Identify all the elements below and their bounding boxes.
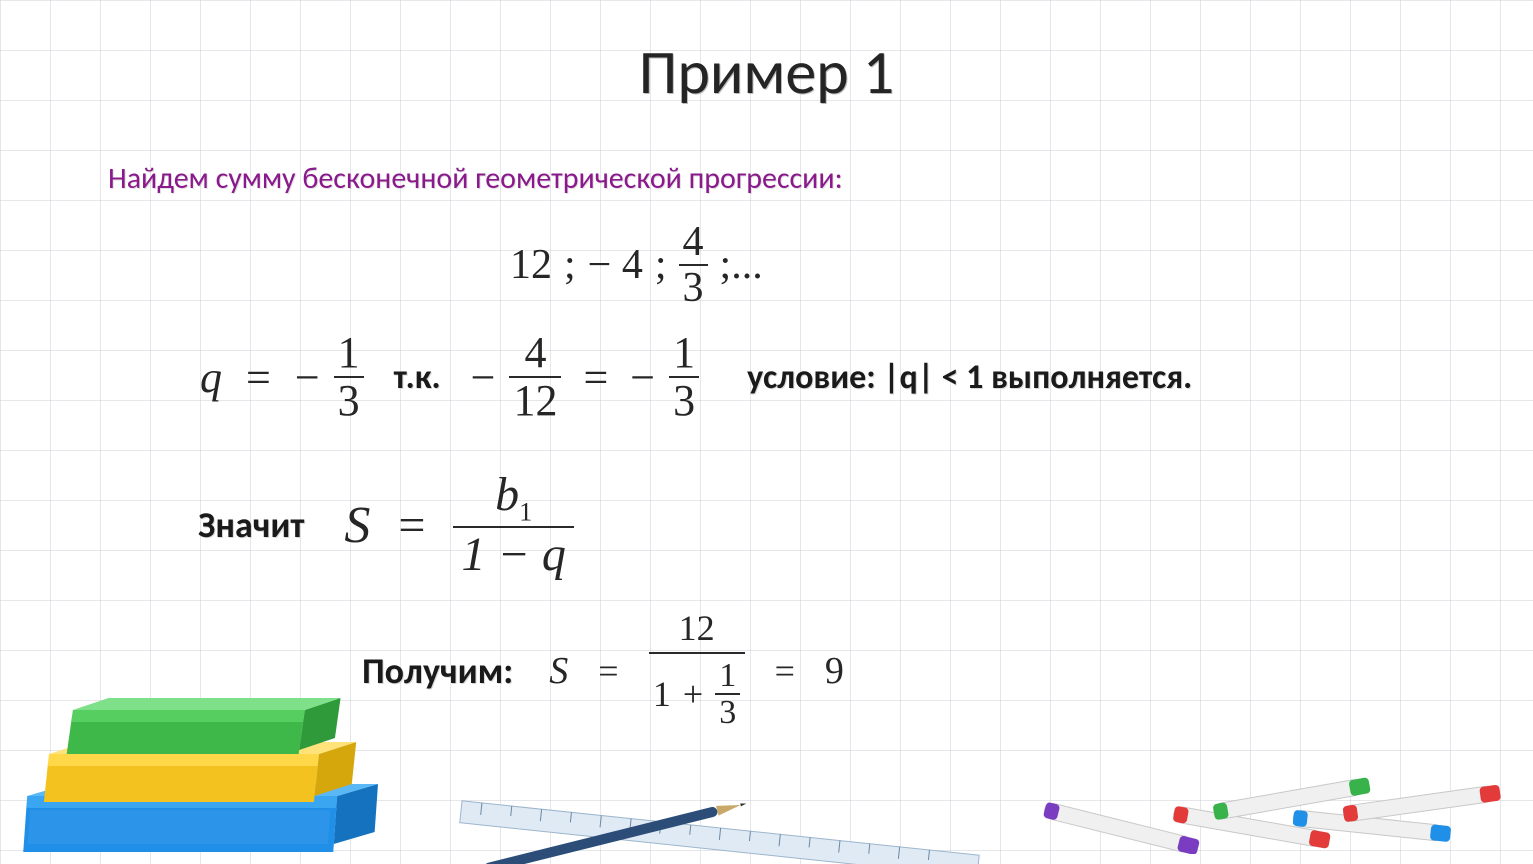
calc-frac1-den: 12 [509,376,561,424]
q-minus: − [295,352,320,403]
S-eq: = [398,498,425,553]
slide-root: Пример 1 Найдем сумму бесконечной геомет… [0,0,1533,864]
ruler-pen-icon [420,784,1040,864]
q-frac-den: 3 [334,376,364,424]
res-bigfrac: 12 1 + 1 3 [649,610,745,731]
S-symbol: S [344,496,370,555]
result-row: Получим: S = 12 1 + 1 3 = 9 [362,610,844,731]
seq-sep1: ; [564,241,576,289]
calc-frac2: 1 3 [669,330,699,424]
calc-frac1: 4 12 [509,330,561,424]
q-eq: = [246,352,271,403]
seq-sep2: ; [655,241,667,289]
calc-frac1-num: 4 [509,330,561,376]
q-row: q = − 1 3 т.к. − 4 12 = − 1 3 условие: |… [200,330,1192,424]
res-bigfrac-den: 1 + 1 3 [649,652,745,731]
res-bigfrac-num: 12 [649,610,745,652]
calc-minus: − [471,352,496,403]
calc-minus2: − [630,352,655,403]
label-poluchim: Получим: [362,649,513,693]
res-den-frac: 1 3 [715,658,740,731]
calc-frac2-den: 3 [669,376,699,424]
slide-subtitle: Найдем сумму бесконечной геометрической … [108,160,843,197]
books-icon [18,644,378,864]
seq-t1: 12 [510,241,552,289]
calc-eq: = [583,352,608,403]
condition-text: условие: |q| < 1 выполняется. [747,357,1192,398]
res-value: 9 [825,649,844,693]
q-frac: 1 3 [334,330,364,424]
markers-icon [1043,764,1503,854]
S-frac-den: 1 − q [453,526,573,580]
q-frac-num: 1 [334,330,364,376]
res-eq2: = [775,650,795,692]
sequence-row: 12 ; − 4 ; 4 3 ;... [510,220,763,310]
seq-tail: ;... [720,241,763,289]
S-frac: b1 1 − q [453,470,573,581]
label-tk: т.к. [394,357,441,398]
res-den-frac-den: 3 [715,693,740,731]
res-den-1: 1 [653,676,671,714]
formula-row: Значит S = b1 1 − q [198,470,574,581]
res-S: S [549,649,568,693]
res-eq: = [598,650,618,692]
seq-t3-num: 4 [679,220,708,264]
slide-title: Пример 1 [0,34,1533,110]
seq-t2: − 4 [588,241,643,289]
b1-base: b [495,468,519,521]
b1-sub: 1 [519,497,532,527]
seq-t3-den: 3 [679,264,708,310]
res-den-frac-num: 1 [715,658,740,694]
label-znachit: Значит [198,503,304,547]
seq-t3-frac: 4 3 [679,220,708,310]
S-frac-num: b1 [453,470,573,526]
q-symbol: q [200,352,222,403]
calc-frac2-num: 1 [669,330,699,376]
res-den-plus: + [683,676,703,714]
